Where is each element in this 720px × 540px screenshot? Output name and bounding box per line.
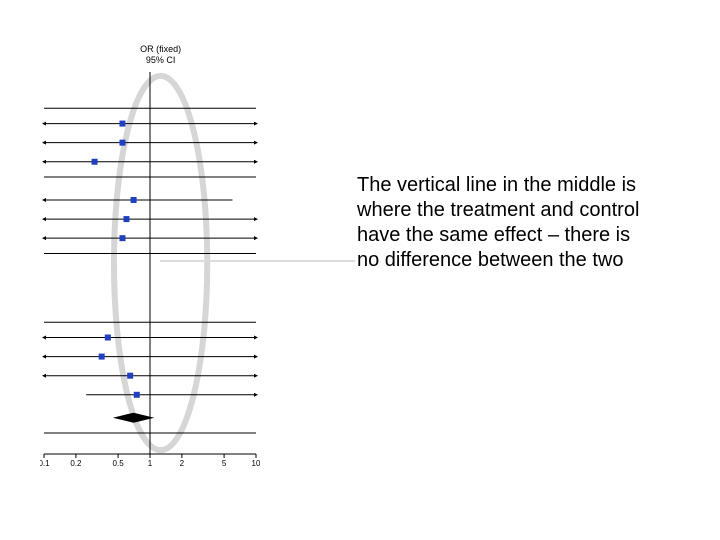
page-root: { "annotation": { "text": "The vertical … (0, 0, 720, 540)
svg-text:10: 10 (252, 459, 260, 468)
svg-text:0.2: 0.2 (70, 459, 82, 468)
callout-connector (160, 260, 355, 262)
forest-plot: OR (fixed)95% CI 0.1 0.2 0.5 1 2 5 10 (40, 42, 260, 472)
forest-plot-svg: OR (fixed)95% CI 0.1 0.2 0.5 1 2 5 10 (40, 42, 260, 472)
svg-text:0.5: 0.5 (113, 459, 125, 468)
svg-text:OR (fixed): OR (fixed) (140, 44, 181, 54)
svg-text:0.1: 0.1 (40, 459, 50, 468)
annotation-text: The vertical line in the middle is where… (357, 173, 657, 273)
svg-text:95% CI: 95% CI (146, 55, 176, 65)
svg-text:1: 1 (148, 459, 153, 468)
svg-text:5: 5 (222, 459, 227, 468)
svg-text:2: 2 (180, 459, 185, 468)
